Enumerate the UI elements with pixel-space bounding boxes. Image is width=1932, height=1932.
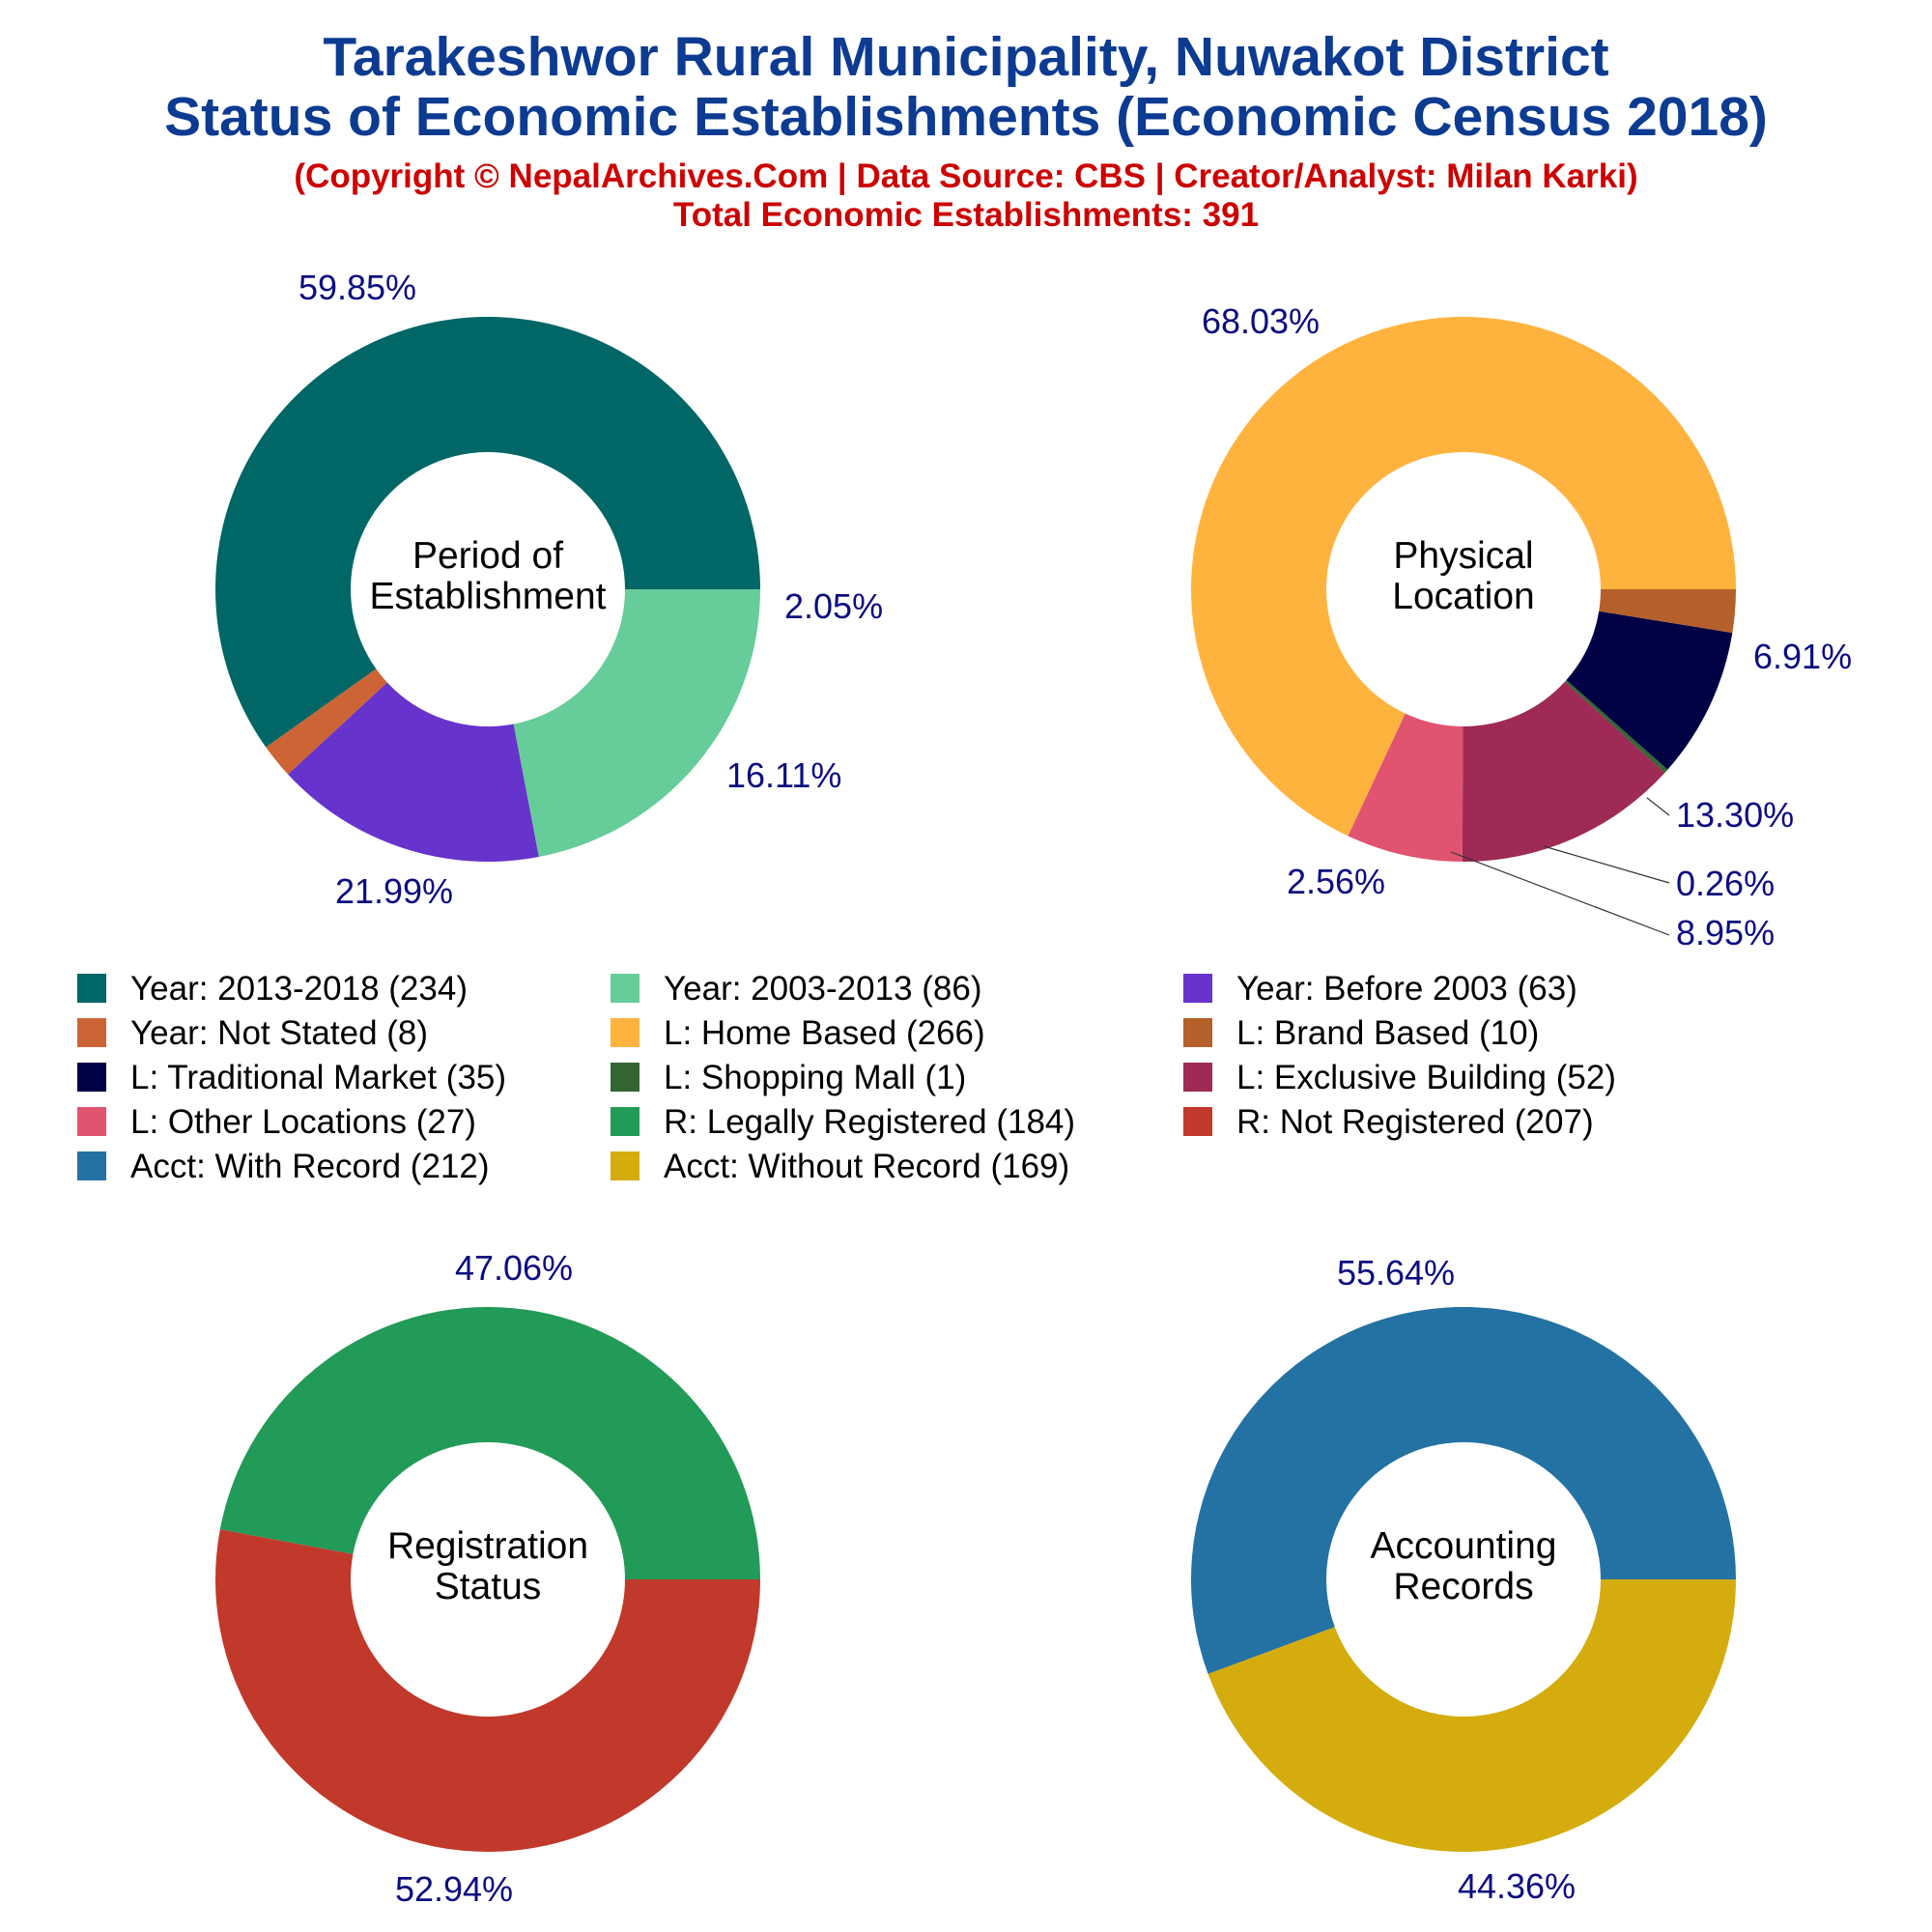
legend-swatch <box>611 1107 639 1136</box>
slice-2-3 <box>1462 681 1665 863</box>
slice-1-3 <box>288 682 539 863</box>
percent-label-2-2: 6.91% <box>1753 637 1852 676</box>
legend-label: R: Not Registered (207) <box>1236 1103 1594 1141</box>
slice-4-2 <box>1208 1579 1736 1852</box>
legend-swatch <box>1183 1107 1212 1136</box>
donut-chart-2: 68.03% 6.91% 13.30% 0.26% 8.95% 2.56% Physical… <box>1191 301 1852 952</box>
leader-line-2-5 <box>1450 851 1670 936</box>
leader-line-2-4 <box>1543 845 1670 884</box>
legend-swatch <box>1183 974 1212 1003</box>
slice-3-2 <box>215 1529 761 1852</box>
percent-label-1-3: 16.11% <box>726 755 841 795</box>
legend-item: Acct: With Record (212) <box>77 1148 490 1185</box>
legend-item: Year: 2013-2018 (234) <box>77 970 468 1008</box>
legend-item: Acct: Without Record (169) <box>611 1148 1069 1185</box>
legend-item: R: Legally Registered (184) <box>611 1103 1075 1141</box>
legend-swatch <box>611 1151 639 1180</box>
legend-label: Year: Not Stated (8) <box>130 1014 428 1052</box>
legend-label: L: Traditional Market (35) <box>130 1059 506 1096</box>
legend-item: L: Brand Based (10) <box>1183 1014 1539 1052</box>
center-label-3-2: Status <box>435 1566 542 1607</box>
legend-item: L: Home Based (266) <box>611 1014 985 1052</box>
legend-label: L: Shopping Mall (1) <box>664 1059 966 1096</box>
slice-1-1 <box>214 316 760 748</box>
percent-label-1-2: 2.05% <box>784 586 883 626</box>
slice-4-1 <box>1190 1306 1736 1674</box>
slice-2-2 <box>1348 713 1463 862</box>
legend-label: Acct: With Record (212) <box>130 1148 490 1185</box>
legend-swatch <box>611 974 639 1003</box>
percent-label-3-1: 47.06% <box>455 1248 573 1288</box>
total-establishments: Total Economic Establishments: 391 <box>673 196 1259 234</box>
chart-title-line2: Status of Economic Establishments (Econo… <box>164 86 1768 148</box>
legend-swatch <box>1183 1063 1212 1092</box>
donut-chart-1: 59.85% 2.05% 16.11% 21.99% Period ofEstablis… <box>214 268 883 911</box>
percent-label-4-2: 44.36% <box>1458 1866 1576 1906</box>
chart-title-line1: Tarakeshwor Rural Municipality, Nuwakot … <box>323 26 1608 88</box>
percent-label-4-1: 55.64% <box>1337 1253 1455 1293</box>
legend-item: Year: 2003-2013 (86) <box>611 970 982 1008</box>
percent-label-2-3: 13.30% <box>1676 795 1794 835</box>
slice-2-6 <box>1599 589 1736 634</box>
legend-swatch <box>77 974 106 1003</box>
slice-2-5 <box>1566 611 1733 770</box>
slice-1-2 <box>266 668 387 775</box>
legend-item: R: Not Registered (207) <box>1183 1103 1594 1141</box>
percent-label-3-2: 52.94% <box>395 1869 513 1909</box>
legend-item: L: Other Locations (27) <box>77 1103 476 1141</box>
legend-item: L: Exclusive Building (52) <box>1183 1059 1616 1096</box>
legend-swatch <box>611 1063 639 1092</box>
slice-1-4 <box>513 589 760 857</box>
percent-label-2-6: 2.56% <box>1287 862 1385 901</box>
legend-swatch <box>77 1151 106 1180</box>
center-label-4-1: Accounting <box>1371 1525 1557 1567</box>
slice-2-1 <box>1191 316 1736 837</box>
legend-label: Year: Before 2003 (63) <box>1236 970 1577 1008</box>
donut-charts: 59.85% 2.05% 16.11% 21.99% Period ofEstablis… <box>214 268 1852 1909</box>
legend-label: Acct: Without Record (169) <box>664 1148 1069 1185</box>
legend-label: Year: 2003-2013 (86) <box>664 970 982 1008</box>
legend-label: L: Brand Based (10) <box>1236 1014 1539 1052</box>
legend-label: L: Other Locations (27) <box>130 1103 476 1141</box>
legend-swatch <box>611 1018 639 1047</box>
slice-2-4 <box>1564 679 1668 773</box>
legend-label: Year: 2013-2018 (234) <box>130 970 468 1008</box>
center-label-1-2: Establishment <box>370 576 607 617</box>
center-label-2-1: Physical <box>1393 535 1533 577</box>
percent-label-1-1: 59.85% <box>298 268 416 307</box>
legend-item: Year: Not Stated (8) <box>77 1014 428 1052</box>
legend-item: Year: Before 2003 (63) <box>1183 970 1577 1008</box>
leader-line-2-3 <box>1646 797 1670 816</box>
legend-label: L: Home Based (266) <box>664 1014 985 1052</box>
center-label-2-2: Location <box>1392 576 1534 617</box>
percent-label-2-1: 68.03% <box>1202 301 1320 341</box>
center-label-3-1: Registration <box>387 1525 588 1567</box>
center-label-1-1: Period of <box>412 535 563 577</box>
legend-swatch <box>77 1107 106 1136</box>
legend-swatch <box>77 1063 106 1092</box>
legend-swatch <box>1183 1018 1212 1047</box>
slice-3-1 <box>219 1307 761 1579</box>
percent-label-2-4: 0.26% <box>1676 864 1775 903</box>
legend-label: L: Exclusive Building (52) <box>1236 1059 1616 1096</box>
percent-label-2-5: 8.95% <box>1676 913 1775 952</box>
legend-label: R: Legally Registered (184) <box>664 1103 1075 1141</box>
center-label-4-2: Records <box>1393 1566 1533 1607</box>
legend-item: L: Shopping Mall (1) <box>611 1059 966 1096</box>
legend-swatch <box>77 1018 106 1047</box>
percent-label-1-4: 21.99% <box>335 871 453 911</box>
legend: Year: 2013-2018 (234) Year: 2003-2013 (86… <box>77 970 1616 1185</box>
legend-item: L: Traditional Market (35) <box>77 1059 506 1096</box>
copyright-note: (Copyright © NepalArchives.Com | Data So… <box>294 157 1637 195</box>
